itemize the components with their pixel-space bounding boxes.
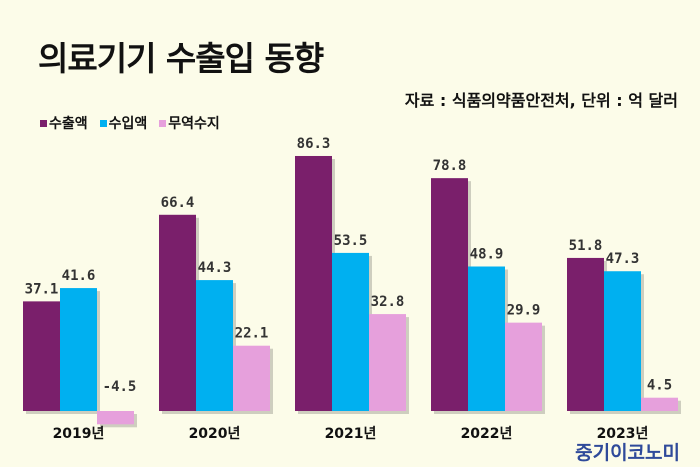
bar (295, 155, 332, 411)
data-label: 78.8 (433, 158, 467, 174)
x-tick-label: 2022년 (461, 426, 513, 442)
bar (468, 266, 505, 411)
legend-label: 수입액 (108, 116, 148, 132)
legend-swatch (159, 119, 167, 127)
brand-logo: 중기이코노미 (575, 442, 680, 464)
legend-item-export: 수출액 (40, 113, 88, 133)
bar (23, 301, 60, 411)
data-label: 48.9 (470, 247, 504, 263)
bar (97, 411, 134, 425)
legend-label: 무역수지 (168, 116, 220, 132)
data-label: 86.3 (297, 136, 331, 152)
bar (369, 314, 406, 411)
data-label: 22.1 (235, 326, 269, 342)
legend: 수출액 수입액 무역수지 (40, 113, 220, 133)
bar (641, 397, 678, 411)
legend-item-balance: 무역수지 (159, 113, 220, 133)
chart-subtitle: 자료 : 식품의약품안전처, 단위 : 억 달러 (404, 91, 678, 110)
legend-swatch (40, 119, 47, 127)
bar (159, 214, 196, 411)
bar (567, 257, 604, 411)
x-tick-label: 2021년 (325, 426, 377, 442)
data-label: -4.5 (103, 379, 137, 395)
data-label: 37.1 (25, 281, 59, 297)
chart-title: 의료기기 수출입 동향 (38, 39, 324, 78)
bar (505, 322, 542, 411)
bar (332, 252, 369, 411)
data-label: 66.4 (161, 195, 195, 211)
x-tick-label: 2019년 (53, 426, 105, 442)
data-label: 4.5 (647, 378, 672, 394)
x-tick-label: 2023년 (597, 426, 649, 442)
data-label: 29.9 (507, 303, 541, 319)
bar (233, 345, 270, 411)
bar (604, 271, 641, 411)
data-label: 41.6 (62, 268, 96, 284)
legend-swatch (99, 119, 107, 127)
legend-item-import: 수입액 (99, 113, 148, 133)
legend-label: 수출액 (49, 116, 88, 132)
x-tick-label: 2020년 (189, 426, 241, 442)
data-label: 51.8 (569, 238, 603, 254)
data-label: 47.3 (606, 251, 640, 267)
bar (60, 288, 97, 411)
data-label: 44.3 (198, 260, 232, 276)
bar (431, 178, 468, 411)
bar (196, 280, 233, 411)
data-label: 53.5 (334, 233, 368, 249)
data-label: 32.8 (371, 294, 405, 310)
